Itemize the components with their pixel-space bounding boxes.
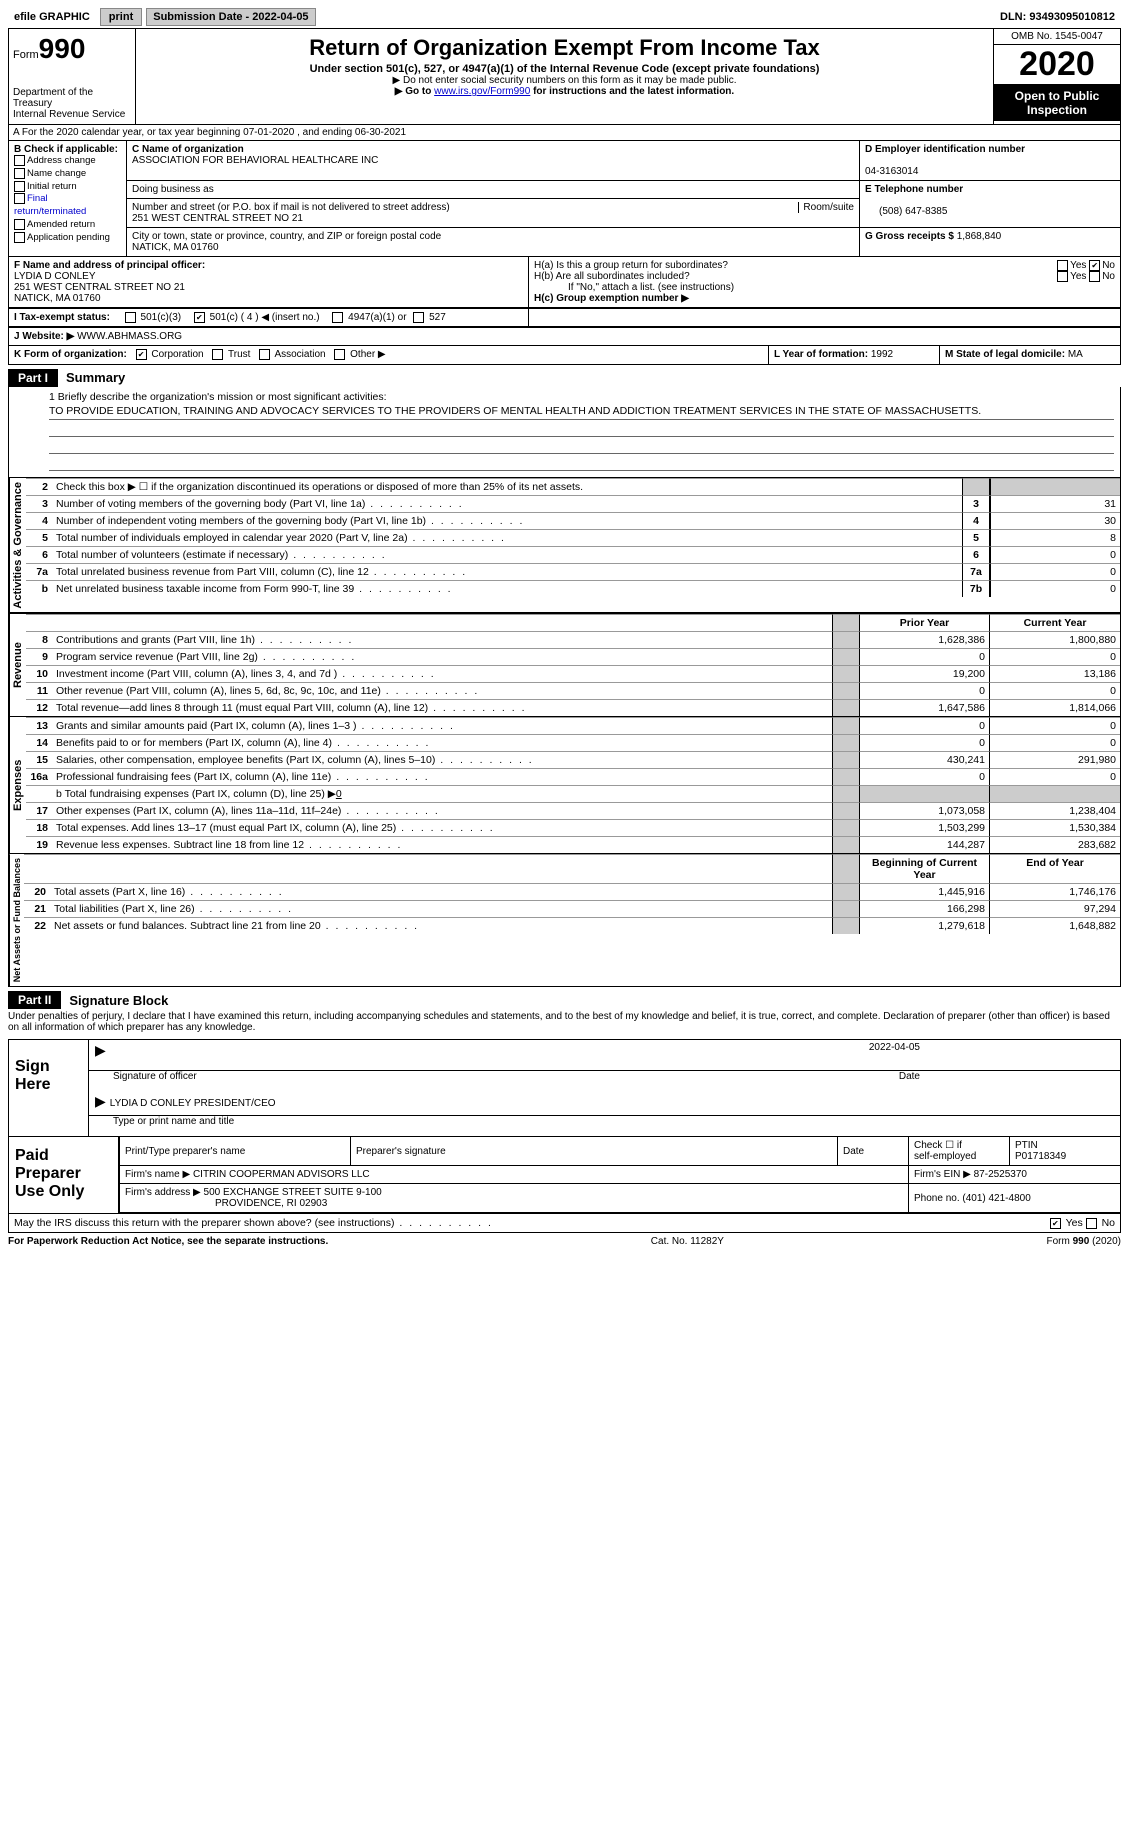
top-bar: efile GRAPHIC print Submission Date - 20… (8, 8, 1121, 26)
section-revenue: Revenue Prior YearCurrent Year 8Contribu… (8, 613, 1121, 717)
box-c-dba: Doing business as (127, 181, 860, 199)
print-button[interactable]: print (100, 8, 142, 26)
row-klm: K Form of organization: Corporation Trus… (8, 346, 1121, 364)
paid-preparer-block: Paid Preparer Use Only Print/Type prepar… (8, 1137, 1121, 1214)
header-title: Return of Organization Exempt From Incom… (136, 29, 993, 124)
box-d: D Employer identification number 04-3163… (860, 141, 1120, 181)
submission-date: Submission Date - 2022-04-05 (146, 8, 315, 26)
row-f-h: F Name and address of principal officer:… (8, 257, 1121, 309)
part1-header: Part I Summary (8, 369, 1121, 387)
dln: DLN: 93493095010812 (1000, 11, 1121, 23)
part2-header: Part II Signature Block (8, 991, 1121, 1009)
section-expenses: Expenses 13Grants and similar amounts pa… (8, 717, 1121, 854)
box-c-name: C Name of organization ASSOCIATION FOR B… (127, 141, 860, 181)
box-c-addr: Number and street (or P.O. box if mail i… (127, 199, 860, 228)
box-g: G Gross receipts $ 1,868,840 (860, 228, 1120, 257)
box-b: B Check if applicable: Address change Na… (9, 141, 127, 257)
discuss-row: May the IRS discuss this return with the… (8, 1214, 1121, 1233)
form990-link[interactable]: www.irs.gov/Form990 (434, 86, 530, 97)
box-c-city: City or town, state or province, country… (127, 228, 860, 257)
box-f: F Name and address of principal officer:… (9, 257, 529, 308)
page-footer: For Paperwork Reduction Act Notice, see … (8, 1236, 1121, 1247)
section-netassets: Net Assets or Fund Balances Beginning of… (8, 854, 1121, 987)
mission-box: 1 Briefly describe the organization's mi… (8, 387, 1121, 478)
section-governance: Activities & Governance 2Check this box … (8, 478, 1121, 614)
box-j: J Website: ▶ WWW.ABHMASS.ORG (8, 328, 1121, 346)
header-left: Form990 Department of the Treasury Inter… (9, 29, 136, 124)
header-right: OMB No. 1545-0047 2020 Open to PublicIns… (993, 29, 1120, 124)
form-header: Form990 Department of the Treasury Inter… (8, 28, 1121, 125)
box-e: E Telephone number (508) 647-8385 (860, 181, 1120, 228)
penalties-text: Under penalties of perjury, I declare th… (8, 1009, 1121, 1035)
line-a: A For the 2020 calendar year, or tax yea… (8, 125, 1121, 141)
sign-here-block: Sign Here ▶ 2022-04-05 Signature of offi… (8, 1039, 1121, 1137)
row-i: I Tax-exempt status: 501(c)(3) 501(c) ( … (8, 309, 1121, 328)
entity-grid: B Check if applicable: Address change Na… (8, 141, 1121, 257)
efile-label: efile GRAPHIC (8, 9, 96, 25)
box-h: H(a) Is this a group return for subordin… (529, 257, 1120, 308)
